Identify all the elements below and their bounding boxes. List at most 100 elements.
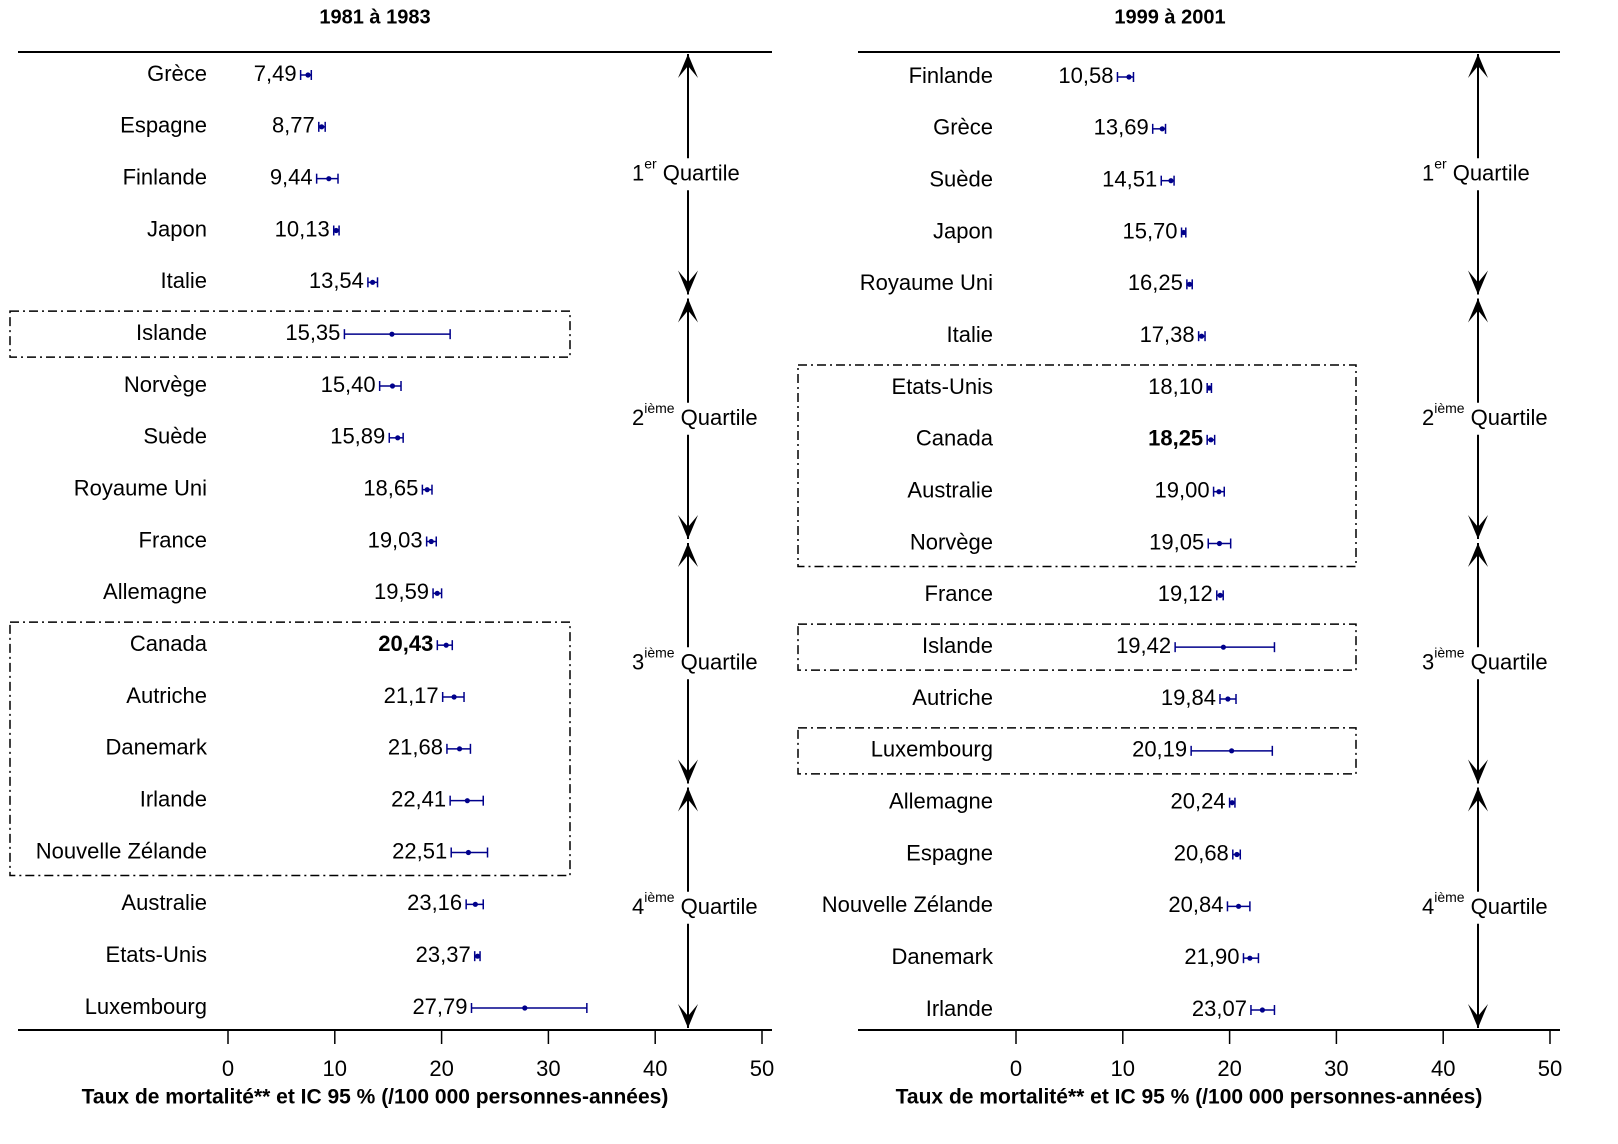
- point: [1216, 540, 1223, 547]
- category-label: Finlande: [909, 63, 993, 88]
- point: [1220, 644, 1227, 650]
- arrow-head: [1468, 54, 1488, 78]
- x-tick-label: 30: [1324, 1056, 1348, 1081]
- quartile-label: 3ième Quartile: [632, 644, 758, 674]
- quartile-word: Quartile: [663, 160, 740, 185]
- point: [1229, 800, 1235, 806]
- panel-title: 1999 à 2001: [1114, 6, 1225, 28]
- x-tick-label: 10: [323, 1056, 347, 1081]
- point: [1259, 1007, 1265, 1013]
- quartile-rank: 1: [632, 160, 644, 185]
- x-tick-label: 30: [536, 1056, 560, 1081]
- arrow-head: [678, 1004, 698, 1028]
- quartile-suffix: ième: [644, 399, 675, 415]
- x-tick-label: 50: [1538, 1056, 1562, 1081]
- category-label: Nouvelle Zélande: [822, 892, 993, 917]
- category-label: Espagne: [906, 840, 993, 865]
- point: [389, 331, 395, 337]
- category-label: Etats-Unis: [106, 942, 207, 967]
- point: [456, 746, 463, 752]
- value-label: 15,70: [1122, 218, 1177, 243]
- label-backdrop: [1474, 891, 1482, 924]
- category-label: Espagne: [120, 113, 207, 138]
- quartile-suffix: er: [644, 155, 657, 171]
- quartile-word: Quartile: [681, 405, 758, 430]
- arrow-head: [678, 787, 698, 812]
- label-backdrop: [684, 158, 692, 191]
- category-label: Grèce: [933, 115, 993, 140]
- point: [1225, 696, 1231, 702]
- quartile-suffix: er: [1434, 155, 1447, 171]
- category-label: Allemagne: [103, 579, 207, 604]
- point: [1126, 74, 1132, 80]
- x-tick-label: 10: [1111, 1056, 1135, 1081]
- category-label: Italie: [947, 322, 993, 347]
- quartile-rank: 4: [1422, 894, 1434, 919]
- category-label: Japon: [147, 216, 207, 241]
- x-tick-label: 50: [750, 1056, 774, 1081]
- quartile-label: 1er Quartile: [1422, 155, 1530, 185]
- point: [428, 538, 434, 545]
- category-label: Danemark: [892, 944, 994, 969]
- value-label: 22,51: [392, 838, 447, 863]
- category-label: Royaume Uni: [74, 475, 207, 500]
- point: [464, 798, 470, 804]
- value-label: 18,65: [363, 475, 418, 500]
- quartile-rank: 3: [632, 649, 644, 674]
- quartile-suffix: ième: [1434, 888, 1465, 904]
- category-label: Italie: [161, 268, 207, 293]
- x-tick-label: 0: [1010, 1056, 1022, 1081]
- value-label: 19,59: [374, 579, 429, 604]
- quartile-rank: 4: [632, 894, 644, 919]
- point: [1216, 489, 1222, 495]
- value-label: 9,44: [270, 164, 313, 189]
- point: [1208, 437, 1214, 443]
- value-label: 20,24: [1171, 788, 1226, 813]
- arrow-head: [678, 759, 698, 784]
- category-label: Nouvelle Zélande: [36, 838, 207, 863]
- point: [389, 383, 396, 389]
- quartile-label: 2ième Quartile: [632, 399, 758, 429]
- arrow-head: [678, 270, 698, 295]
- value-label: 20,84: [1168, 892, 1223, 917]
- value-label: 19,42: [1116, 633, 1171, 658]
- value-label: 23,16: [407, 890, 462, 915]
- quartile-word: Quartile: [1453, 160, 1530, 185]
- value-label: 10,13: [275, 216, 330, 241]
- quartile-word: Quartile: [1471, 405, 1548, 430]
- category-label: Japon: [933, 218, 993, 243]
- label-backdrop: [1474, 647, 1482, 680]
- point: [1229, 748, 1235, 754]
- category-label: Etats-Unis: [892, 374, 993, 399]
- category-label: Luxembourg: [871, 737, 993, 762]
- point: [522, 1005, 528, 1011]
- highlight-box: [797, 623, 1357, 671]
- label-backdrop: [684, 891, 692, 924]
- category-label: Finlande: [123, 164, 207, 189]
- point: [305, 72, 311, 78]
- quartile-rank: 1: [1422, 160, 1434, 185]
- category-label: Islande: [136, 320, 207, 345]
- value-label: 19,00: [1155, 477, 1210, 502]
- quartile-label: 4ième Quartile: [632, 888, 758, 918]
- category-label: France: [139, 527, 207, 552]
- highlight-box: [9, 310, 571, 358]
- point: [1181, 229, 1187, 236]
- point: [1186, 281, 1193, 287]
- x-tick-label: 20: [1217, 1056, 1241, 1081]
- value-label: 19,84: [1161, 685, 1216, 710]
- arrow-head: [1468, 1004, 1488, 1028]
- point: [395, 435, 401, 441]
- label-backdrop: [1474, 402, 1482, 435]
- point: [443, 642, 449, 648]
- category-label: Luxembourg: [85, 994, 207, 1019]
- value-label: 22,41: [391, 786, 446, 811]
- x-tick-label: 40: [1431, 1056, 1455, 1081]
- quartile-rank: 3: [1422, 649, 1434, 674]
- label-backdrop: [684, 647, 692, 680]
- value-label: 13,54: [309, 268, 364, 293]
- value-label: 23,07: [1192, 996, 1247, 1021]
- value-label: 10,58: [1058, 63, 1113, 88]
- category-label: Norvège: [910, 529, 993, 554]
- x-axis-label: Taux de mortalité** et IC 95 % (/100 000…: [82, 1086, 669, 1109]
